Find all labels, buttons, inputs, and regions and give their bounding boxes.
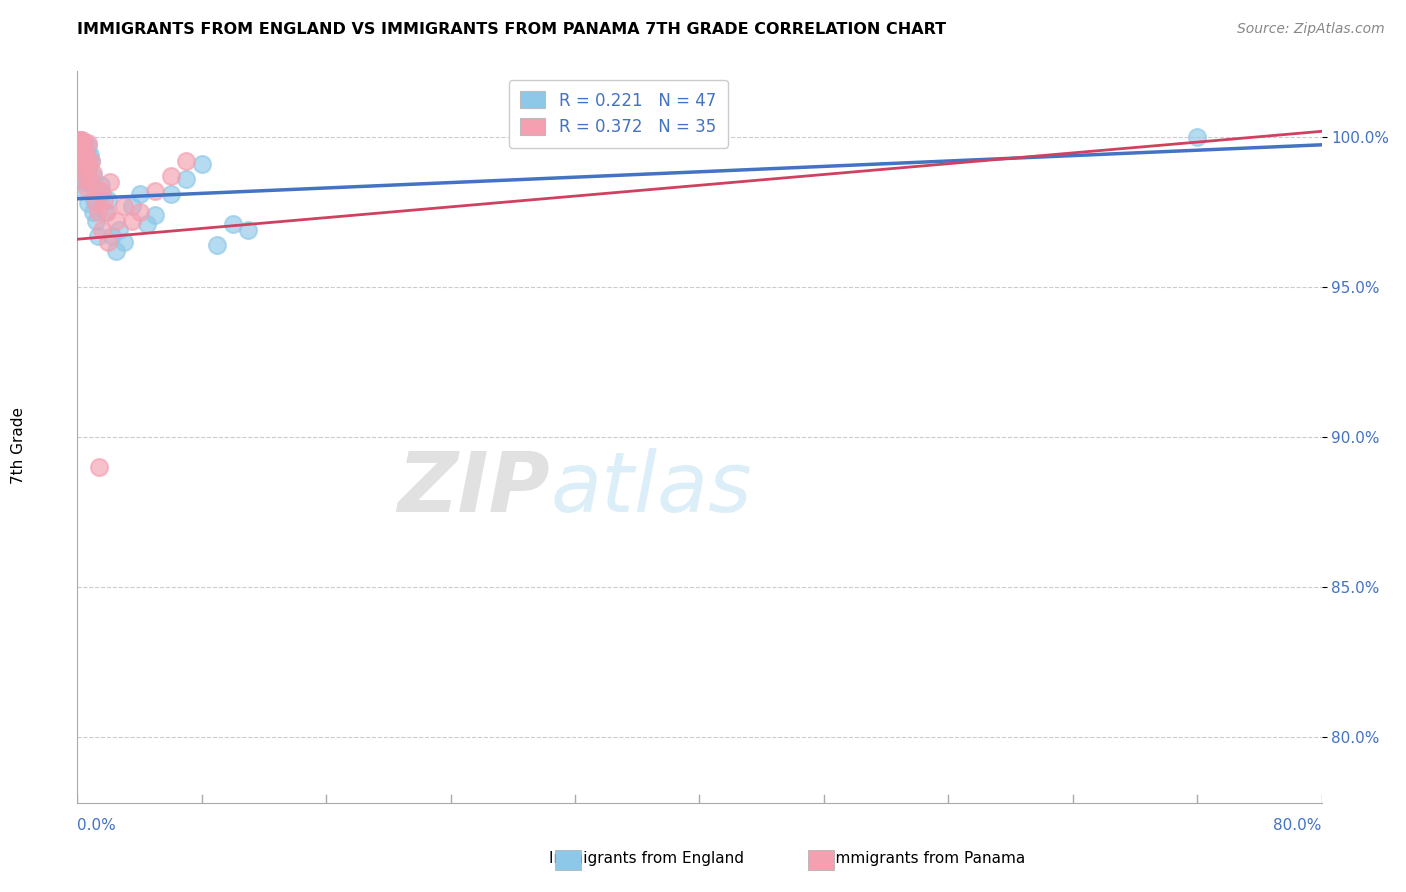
Point xyxy=(69,161,91,175)
Point xyxy=(75,145,97,160)
Point xyxy=(75,151,97,165)
Point xyxy=(70,148,93,162)
Point xyxy=(93,194,115,208)
Point xyxy=(128,205,150,219)
Point xyxy=(72,139,94,153)
Point xyxy=(108,223,131,237)
Text: IMMIGRANTS FROM ENGLAND VS IMMIGRANTS FROM PANAMA 7TH GRADE CORRELATION CHART: IMMIGRANTS FROM ENGLAND VS IMMIGRANTS FR… xyxy=(77,22,946,37)
Point xyxy=(105,244,128,259)
Point xyxy=(121,199,143,213)
Point xyxy=(80,154,103,169)
Point xyxy=(90,184,112,198)
Text: Immigrants from England: Immigrants from England xyxy=(550,851,744,865)
Point xyxy=(72,136,94,151)
Point xyxy=(75,166,97,180)
Point xyxy=(69,133,91,147)
Point xyxy=(77,161,100,175)
Point xyxy=(70,163,93,178)
Point xyxy=(70,133,93,147)
Point xyxy=(67,133,90,147)
Text: Immigrants from Panama: Immigrants from Panama xyxy=(831,851,1025,865)
Text: Source: ZipAtlas.com: Source: ZipAtlas.com xyxy=(1237,22,1385,37)
Point xyxy=(76,181,98,195)
Point xyxy=(69,148,91,162)
Point xyxy=(100,229,122,244)
Point xyxy=(98,175,121,189)
Point xyxy=(77,157,100,171)
Point xyxy=(72,157,94,171)
Point xyxy=(105,214,128,228)
Point xyxy=(80,154,103,169)
Point xyxy=(79,175,101,189)
Point xyxy=(86,229,108,244)
Point xyxy=(84,196,107,211)
Point xyxy=(143,184,166,198)
Point xyxy=(69,148,91,162)
Point xyxy=(96,205,118,219)
Point xyxy=(82,205,104,219)
Point xyxy=(72,175,94,189)
Point xyxy=(174,172,197,186)
Point xyxy=(159,169,181,184)
Point xyxy=(174,154,197,169)
Point xyxy=(82,169,104,184)
Point xyxy=(76,154,98,169)
Point xyxy=(191,157,214,171)
Point xyxy=(76,163,98,178)
Point xyxy=(70,136,93,151)
Point xyxy=(143,208,166,222)
Point xyxy=(77,136,100,151)
Point xyxy=(94,205,117,219)
Text: 80.0%: 80.0% xyxy=(1274,818,1322,832)
Point xyxy=(159,187,181,202)
Point xyxy=(67,142,90,156)
Point xyxy=(83,181,105,195)
Point xyxy=(77,139,100,153)
Point xyxy=(77,196,100,211)
Point xyxy=(76,145,98,160)
Point xyxy=(82,166,104,180)
Point xyxy=(87,460,110,475)
Point xyxy=(1187,130,1209,145)
Point xyxy=(112,235,135,250)
Legend: R = 0.221   N = 47, R = 0.372   N = 35: R = 0.221 N = 47, R = 0.372 N = 35 xyxy=(509,79,728,148)
Point xyxy=(70,151,93,165)
Text: 0.0%: 0.0% xyxy=(77,818,117,832)
Point xyxy=(91,223,114,237)
Point xyxy=(70,172,93,186)
Point xyxy=(67,148,90,162)
Point xyxy=(112,199,135,213)
Point xyxy=(70,181,93,195)
Point xyxy=(75,136,97,151)
Point xyxy=(79,172,101,186)
Point xyxy=(79,148,101,162)
Text: 7th Grade: 7th Grade xyxy=(11,408,25,484)
Text: atlas: atlas xyxy=(550,448,752,529)
Point xyxy=(67,136,90,151)
Point xyxy=(75,169,97,184)
Point xyxy=(91,187,114,202)
Point xyxy=(86,205,108,219)
Point xyxy=(136,217,159,231)
Text: ZIP: ZIP xyxy=(398,448,550,529)
Point xyxy=(84,214,107,228)
Point xyxy=(222,217,245,231)
Point xyxy=(72,154,94,169)
Point xyxy=(97,235,120,250)
Point xyxy=(97,194,120,208)
Point xyxy=(121,214,143,228)
Point xyxy=(83,194,105,208)
Point xyxy=(90,178,112,193)
Point xyxy=(128,187,150,202)
Point xyxy=(238,223,260,237)
Point xyxy=(207,238,229,252)
Point xyxy=(69,133,91,147)
